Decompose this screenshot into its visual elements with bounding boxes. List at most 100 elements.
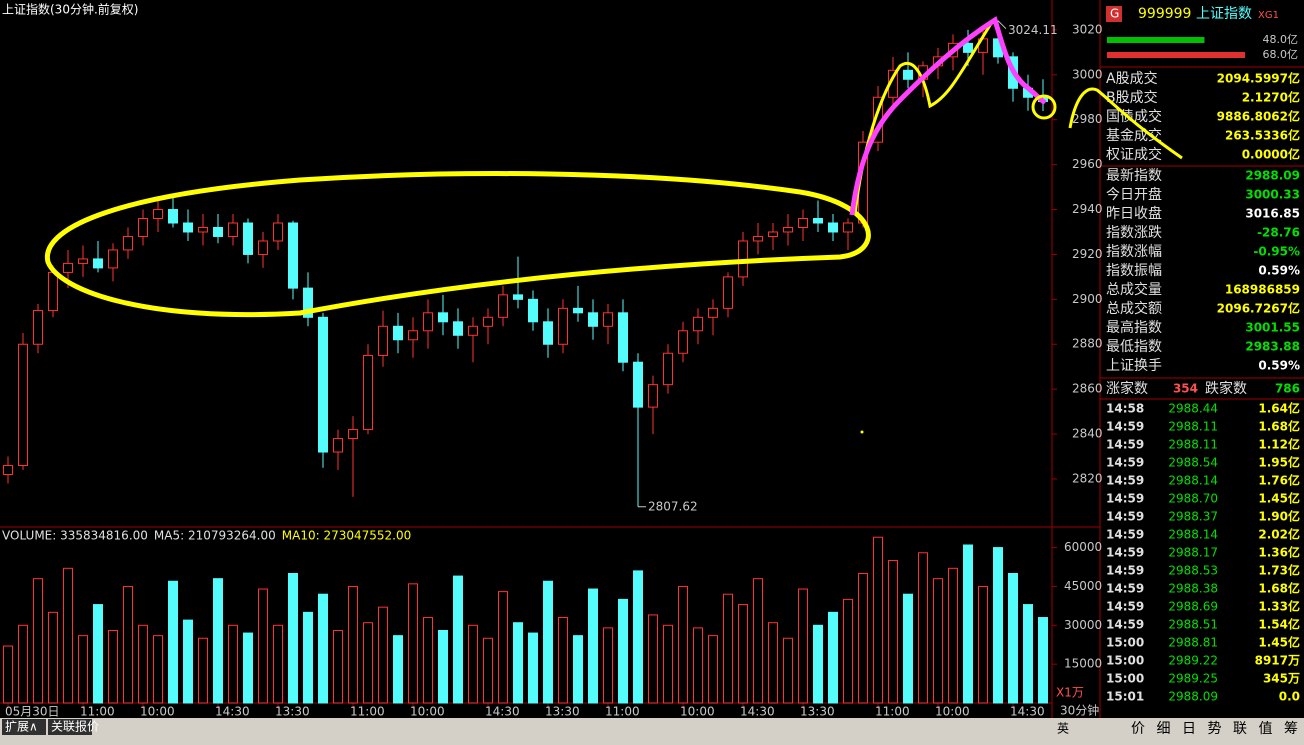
tick-volume: 1.45亿 <box>1258 491 1300 506</box>
volume-bar <box>993 547 1003 704</box>
chart-title: 上证指数(30分钟.前复权) <box>2 2 138 17</box>
volume-bar <box>138 624 148 704</box>
flow-label: 68.0亿 <box>1263 48 1299 61</box>
y-tick-label: 2960 <box>1072 157 1103 171</box>
volume-bar <box>1038 617 1048 704</box>
volume-bar <box>828 611 838 704</box>
tick-time: 14:59 <box>1106 564 1144 578</box>
candle-body <box>213 226 223 237</box>
volume-bar <box>408 583 418 704</box>
flow-bar <box>1107 52 1246 58</box>
tick-time: 14:59 <box>1106 600 1144 614</box>
low-label: 2807.62 <box>648 499 698 513</box>
volume-bar <box>678 585 688 704</box>
tick-time: 14:58 <box>1106 402 1144 416</box>
candle-body <box>288 222 298 289</box>
tick-price: 2988.38 <box>1168 582 1218 596</box>
tab[interactable]: 关联报价 <box>51 719 99 734</box>
candle-body <box>63 262 73 273</box>
volume-bar <box>888 560 898 704</box>
candle-body <box>48 271 58 312</box>
volume-bar <box>738 604 748 704</box>
volume-bar <box>498 591 508 704</box>
volume-header: VOLUME: 335834816.00 <box>2 529 148 543</box>
x-tick-label: 13:30 <box>545 705 580 719</box>
tick-time: 14:59 <box>1106 474 1144 488</box>
stat-label: 指数振幅 <box>1106 263 1162 279</box>
candle-body <box>168 209 178 224</box>
volume-bar <box>168 580 178 704</box>
tick-volume: 345万 <box>1263 672 1300 686</box>
tab[interactable]: 扩展∧ <box>5 720 38 734</box>
candle-body <box>393 325 403 341</box>
view-tab[interactable]: 细 <box>1157 721 1171 737</box>
x-tick-label: 14:30 <box>740 705 775 719</box>
volume-bar <box>93 604 103 704</box>
volume-bar <box>213 578 223 704</box>
candle-body <box>318 316 328 453</box>
candle-body <box>33 310 43 345</box>
stat-label: 昨日收盘 <box>1106 205 1162 222</box>
candle-body <box>798 218 808 228</box>
ime-indicator: 英 <box>1057 722 1069 736</box>
flow-label: 48.0亿 <box>1263 33 1299 46</box>
y-tick-label: 2920 <box>1072 247 1103 261</box>
candle-body <box>348 429 358 440</box>
tab-bg[interactable] <box>2 719 46 735</box>
tick-price: 2988.09 <box>1168 690 1218 704</box>
stat-value: 168986859 <box>1225 283 1300 297</box>
view-tab[interactable]: 联 <box>1233 721 1247 737</box>
volume-bar <box>363 622 373 704</box>
view-tab[interactable]: 价 <box>1131 721 1145 737</box>
stat-label: 最高指数 <box>1106 319 1162 336</box>
tick-price: 2989.22 <box>1168 654 1218 668</box>
volume-bar <box>333 629 343 704</box>
stat-value: 9886.8062亿 <box>1217 109 1300 124</box>
volume-bar <box>438 629 448 704</box>
tick-price: 2988.44 <box>1168 402 1218 416</box>
stat-label: B股成交 <box>1106 89 1158 106</box>
view-tab[interactable]: 日 <box>1182 721 1196 737</box>
candle-body <box>198 226 208 233</box>
annotation-ellipse <box>44 171 871 318</box>
view-tab[interactable]: 筹 <box>1284 720 1298 737</box>
candle-body <box>123 235 133 251</box>
tick-volume: 1.36亿 <box>1258 545 1300 560</box>
candle-body <box>768 231 778 237</box>
stat-value: 2096.7267亿 <box>1217 301 1300 316</box>
volume-bar <box>468 624 478 704</box>
volume-bar <box>783 637 793 704</box>
stat-label: 总成交额 <box>1106 300 1162 317</box>
volume-bar <box>18 624 28 704</box>
breadth-down-label: 跌家数 <box>1205 380 1247 397</box>
period-label[interactable]: 30分钟 <box>1060 703 1099 718</box>
stat-value: 3001.55 <box>1245 321 1300 335</box>
x-tick-label: 10:00 <box>410 705 445 719</box>
volume-bar <box>978 585 988 704</box>
candle-body <box>153 209 163 220</box>
view-tab[interactable]: 势 <box>1208 721 1222 737</box>
tick-price: 2988.17 <box>1168 546 1218 560</box>
candle-body <box>708 307 718 318</box>
volume-bar <box>258 588 268 704</box>
volume-bar <box>963 544 973 704</box>
volume-bar <box>108 629 118 704</box>
candle-body <box>558 307 568 345</box>
y-tick-label: 60000 <box>1064 540 1102 554</box>
tick-time: 15:00 <box>1106 636 1144 650</box>
tab-bg[interactable] <box>48 719 92 735</box>
tick-time: 14:59 <box>1106 510 1144 524</box>
volume-bar <box>573 635 583 704</box>
view-tab[interactable]: 值 <box>1259 721 1273 737</box>
tick-time: 14:59 <box>1106 582 1144 596</box>
candle-body <box>573 307 583 314</box>
candle-body <box>663 352 673 386</box>
stat-value: 2.1270亿 <box>1242 90 1300 105</box>
volume-bar <box>3 645 13 704</box>
y-tick-label: 2980 <box>1072 112 1103 126</box>
volume-bar <box>933 578 943 704</box>
candle-body <box>423 312 433 332</box>
x-tick-label: 13:30 <box>800 705 835 719</box>
volume-bar <box>723 593 733 704</box>
